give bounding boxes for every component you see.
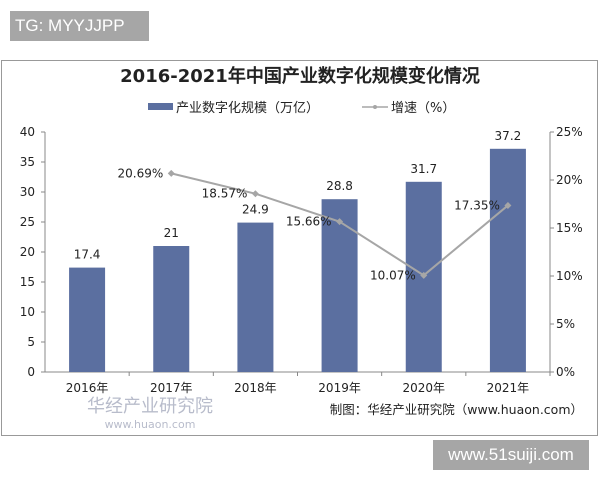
bar-data-label: 28.8	[326, 179, 353, 193]
y-right-tick-label: 25%	[556, 125, 583, 139]
chart-frame	[1, 60, 598, 436]
logo-watermark: 华经产业研究院	[87, 396, 213, 417]
x-tick-label: 2018年	[234, 381, 277, 395]
logo-watermark-url: www.huaon.com	[105, 418, 196, 431]
x-tick-label: 2017年	[150, 381, 193, 395]
growth-point	[167, 169, 175, 177]
growth-data-label: 17.35%	[454, 198, 500, 212]
chart-title: 2016-2021年中国产业数字化规模变化情况	[120, 65, 480, 87]
bar	[237, 222, 274, 372]
x-tick-label: 2021年	[487, 381, 530, 395]
growth-data-label: 15.66%	[286, 215, 332, 229]
bar-data-label: 31.7	[410, 162, 437, 176]
growth-point	[420, 271, 428, 279]
y-right-tick-label: 15%	[556, 221, 583, 235]
y-left-tick-label: 5	[27, 335, 35, 349]
growth-point	[251, 190, 259, 198]
bar	[489, 148, 526, 372]
legend-bar-swatch	[148, 103, 173, 110]
bar-data-label: 21	[164, 226, 179, 240]
bar-data-label: 24.9	[242, 203, 269, 217]
bar-data-label: 17.4	[74, 248, 101, 262]
y-left-tick-label: 0	[27, 365, 35, 379]
growth-point	[504, 201, 512, 209]
y-right-tick-label: 0%	[556, 365, 575, 379]
y-left-tick-label: 40	[20, 125, 35, 139]
bar	[321, 199, 358, 372]
y-right-tick-label: 5%	[556, 317, 575, 331]
y-left-tick-label: 35	[20, 155, 35, 169]
x-tick-label: 2016年	[66, 381, 109, 395]
y-left-tick-label: 25	[20, 215, 35, 229]
growth-data-label: 18.57%	[202, 187, 248, 201]
bottom-watermark: www.51suiji.com	[433, 440, 589, 470]
source-note: 制图：华经产业研究院（www.huaon.com）	[330, 402, 583, 417]
bar	[153, 246, 190, 372]
x-tick-label: 2020年	[402, 381, 445, 395]
y-right-tick-label: 10%	[556, 269, 583, 283]
y-left-tick-label: 15	[20, 275, 35, 289]
growth-data-label: 20.69%	[117, 166, 163, 180]
x-tick-label: 2019年	[318, 381, 361, 395]
legend-bar-label: 产业数字化规模（万亿）	[176, 101, 319, 116]
legend-line-label: 增速（%）	[391, 101, 455, 116]
y-left-tick-label: 20	[20, 245, 35, 259]
y-left-tick-label: 10	[20, 305, 35, 319]
top-watermark: TG: MYYJJPP	[10, 11, 149, 41]
y-right-tick-label: 20%	[556, 173, 583, 187]
growth-data-label: 10.07%	[370, 268, 416, 282]
y-left-tick-label: 30	[20, 185, 35, 199]
bar-data-label: 37.2	[495, 129, 522, 143]
bar	[69, 267, 106, 372]
legend-line-marker	[373, 105, 377, 109]
growth-point	[336, 218, 344, 226]
